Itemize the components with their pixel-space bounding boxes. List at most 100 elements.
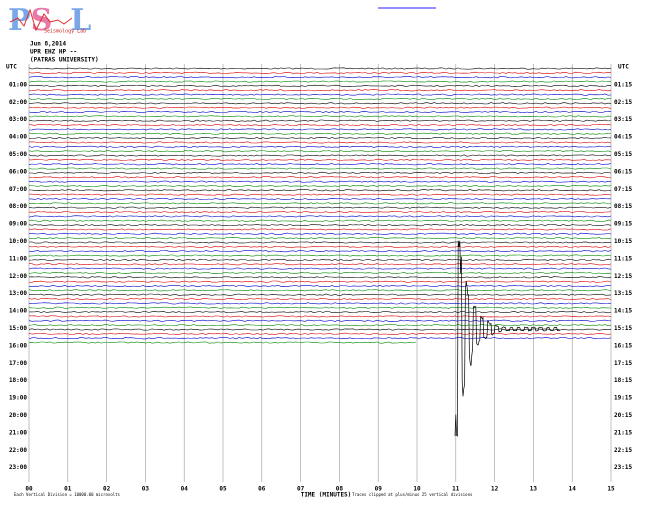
hour-label: 09:15 (614, 221, 632, 228)
hour-label: 21:15 (614, 429, 632, 436)
hour-label: 10:00 (9, 238, 27, 245)
trace (28, 76, 612, 79)
trace (28, 298, 612, 301)
logo-caption: Seismology Lab (44, 29, 86, 35)
hour-label: 08:15 (614, 203, 632, 210)
trace (28, 158, 612, 161)
hour-label: 13:00 (9, 290, 27, 297)
trace (28, 163, 612, 166)
trace (28, 228, 612, 231)
trace (28, 211, 612, 214)
station: UPR EHZ HP -- (30, 49, 77, 56)
date: Jun 8,2014 (30, 41, 67, 48)
hour-label: 21:00 (9, 429, 27, 436)
trace (28, 93, 612, 96)
trace (28, 206, 612, 209)
hour-label: 12:15 (614, 273, 632, 280)
trace (28, 271, 612, 274)
hour-label: 15:00 (9, 325, 27, 332)
trace (28, 258, 612, 261)
x-tick-label: 03 (142, 486, 150, 493)
x-title: TIME (MINUTES) (301, 492, 352, 499)
trace (29, 311, 612, 314)
trace (28, 106, 612, 109)
trace (28, 250, 612, 253)
trace (28, 145, 612, 148)
x-tick-label: 13 (530, 486, 538, 493)
trace (28, 332, 612, 335)
x-tick-label: 08 (336, 486, 344, 493)
hour-label: 15:15 (614, 325, 632, 332)
trace (28, 219, 612, 222)
quake-trace (454, 240, 560, 437)
trace (28, 202, 612, 205)
x-tick-label: 10 (413, 486, 421, 493)
trace (28, 128, 612, 131)
trace (28, 193, 612, 196)
trace (28, 184, 612, 187)
hour-label: 20:15 (614, 412, 632, 419)
x-tick-label: 15 (607, 486, 615, 493)
hour-label: 07:00 (9, 186, 27, 193)
x-tick-label: 05 (219, 486, 227, 493)
trace (28, 302, 612, 305)
hour-label: 14:00 (9, 308, 27, 315)
trace (29, 189, 612, 192)
hour-label: 04:00 (9, 134, 27, 141)
trace (28, 80, 611, 83)
x-tick-label: 07 (297, 486, 305, 493)
hour-label: 06:00 (9, 168, 27, 175)
hour-label: 02:00 (9, 99, 27, 106)
trace (29, 293, 612, 296)
clip-note: Traces clipped at plus/minus 25 vertical… (352, 492, 473, 497)
trace (29, 232, 612, 235)
trace (28, 71, 612, 74)
trace (28, 267, 612, 270)
trace (28, 124, 612, 127)
trace (29, 197, 611, 201)
trace (28, 67, 612, 70)
trace (29, 84, 612, 87)
x-tick-label: 00 (25, 486, 33, 493)
trace (28, 337, 612, 340)
trace (28, 280, 612, 283)
hour-label: 03:00 (9, 116, 27, 123)
hour-label: 20:00 (9, 412, 27, 419)
hour-label: 23:00 (9, 464, 27, 471)
trace (28, 341, 417, 344)
hour-label: 18:15 (614, 377, 632, 384)
trace (28, 237, 612, 240)
logo-wave (9, 8, 73, 32)
trace (28, 154, 612, 157)
x-tick-label: 14 (569, 486, 577, 493)
trace (29, 263, 612, 266)
trace (28, 167, 612, 170)
hour-label: 17:15 (614, 360, 632, 367)
x-tick-label: 04 (181, 486, 189, 493)
hour-label: 05:15 (614, 151, 632, 158)
hour-label: 08:00 (9, 203, 27, 210)
trace (28, 176, 612, 179)
hour-label: 09:00 (9, 221, 27, 228)
hour-label: 02:15 (614, 99, 632, 106)
scale-note: Each Vertical Division = 10000.00 microv… (14, 492, 121, 497)
trace (28, 132, 612, 135)
left-unit: UTC (6, 64, 17, 71)
x-tick-label: 12 (491, 486, 499, 493)
trace (28, 315, 612, 318)
trace (28, 306, 612, 309)
x-tick-label: 06 (258, 486, 266, 493)
x-tick-label: 11 (452, 486, 460, 493)
logo-letter: L (70, 3, 91, 38)
hour-label: 16:15 (614, 342, 632, 349)
hour-label: 14:15 (614, 308, 632, 315)
hour-label: 17:00 (9, 360, 27, 367)
trace (28, 276, 612, 279)
hour-label: 03:15 (614, 116, 632, 123)
hour-label: 05:00 (9, 151, 27, 158)
trace (28, 89, 612, 92)
trace (28, 319, 612, 322)
trace (28, 110, 612, 114)
trace (28, 119, 612, 122)
